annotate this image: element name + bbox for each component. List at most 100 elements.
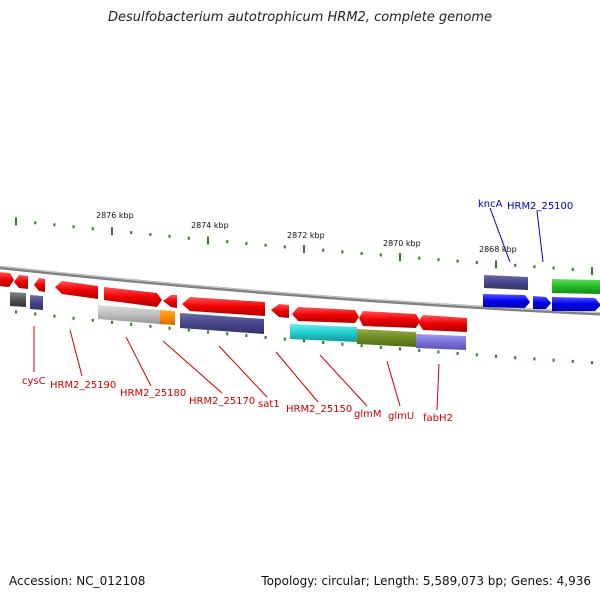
- gene-arrow[interactable]: [552, 297, 600, 311]
- gene-label-sat1: sat1: [258, 399, 280, 410]
- minor-tick: [264, 243, 267, 247]
- minor-tick: [591, 361, 593, 365]
- minor-tick: [379, 345, 382, 349]
- minor-tick: [322, 248, 325, 252]
- gene-arrow[interactable]: [55, 281, 98, 299]
- annotation-blocks: [10, 292, 466, 350]
- minor-tick: [245, 334, 248, 338]
- minor-tick: [571, 359, 574, 363]
- minor-tick: [341, 250, 344, 254]
- minor-tick: [418, 348, 421, 352]
- minor-tick: [379, 253, 382, 257]
- minor-tick: [168, 326, 171, 330]
- gene-arrow[interactable]: [359, 311, 420, 328]
- major-tick: [303, 245, 305, 254]
- gene-label-kncA: kncA: [478, 199, 503, 210]
- minor-tick: [360, 252, 363, 255]
- scale-label-2870: 2870 kbp: [383, 239, 421, 248]
- gene-label-HRM2_25100: HRM2_25100: [507, 201, 573, 212]
- minor-tick: [72, 225, 75, 229]
- minor-tick: [283, 245, 286, 249]
- minor-tick: [207, 330, 209, 334]
- gene-arrow[interactable]: [271, 304, 289, 318]
- minor-tick: [34, 221, 37, 225]
- gene-label-HRM2_25170: HRM2_25170: [189, 396, 255, 407]
- minor-tick: [91, 227, 94, 231]
- gene-arrow[interactable]: [418, 315, 467, 332]
- major-tick: [591, 267, 593, 276]
- minor-tick: [437, 350, 440, 354]
- minor-tick: [360, 344, 363, 348]
- map-title: Desulfobacterium autotrophicum HRM2, com…: [107, 10, 493, 25]
- function-block: [290, 324, 357, 342]
- minor-tick: [514, 356, 517, 360]
- gene-arrow[interactable]: [163, 295, 177, 308]
- minor-tick: [226, 240, 229, 244]
- gene-arrow[interactable]: [552, 279, 600, 294]
- scale-label-2876: 2876 kbp: [96, 211, 134, 220]
- gene-label-HRM2_25150: HRM2_25150: [286, 404, 352, 415]
- gene-arrow[interactable]: [484, 275, 528, 290]
- minor-tick: [245, 242, 248, 245]
- gene-arrow[interactable]: [182, 297, 265, 316]
- function-block: [180, 313, 264, 334]
- major-tick: [15, 217, 17, 226]
- minor-tick: [111, 320, 113, 324]
- minor-tick: [341, 342, 344, 346]
- minor-tick: [15, 310, 17, 314]
- minor-tick: [533, 265, 536, 269]
- accession-text: Accession: NC_012108: [9, 574, 146, 588]
- minor-tick: [322, 341, 325, 344]
- minor-tick: [149, 233, 152, 236]
- minor-tick: [149, 324, 152, 328]
- minor-tick: [495, 354, 497, 358]
- minor-tick: [34, 312, 37, 316]
- minor-tick: [72, 316, 75, 320]
- major-tick: [495, 260, 497, 269]
- major-tick: [207, 236, 209, 245]
- gene-arrow[interactable]: [292, 307, 359, 323]
- minor-tick: [456, 351, 459, 355]
- function-block: [160, 310, 175, 325]
- minor-tick: [303, 339, 305, 343]
- label-leaders: [33, 207, 544, 411]
- scale-label-2868: 2868 kbp: [479, 245, 517, 254]
- function-block: [30, 295, 43, 310]
- gene-label-fabH2: fabH2: [423, 413, 453, 424]
- minor-tick: [456, 259, 459, 263]
- reverse-strand-genes: [0, 272, 600, 332]
- gene-arrow[interactable]: [14, 275, 28, 289]
- scale-label-2874: 2874 kbp: [191, 221, 229, 230]
- function-block: [10, 292, 26, 307]
- minor-tick: [168, 234, 171, 238]
- minor-tick: [53, 314, 56, 318]
- major-tick: [399, 253, 401, 262]
- minor-tick: [187, 236, 190, 240]
- gene-label-HRM2_25180: HRM2_25180: [120, 388, 186, 399]
- minor-tick: [226, 332, 229, 336]
- minor-tick: [399, 347, 401, 351]
- minor-tick: [533, 357, 536, 361]
- minor-tick: [53, 223, 56, 227]
- minor-tick: [571, 267, 574, 271]
- gene-arrow[interactable]: [483, 294, 530, 308]
- function-block: [357, 329, 416, 347]
- function-block: [98, 305, 160, 324]
- inner-scale-ticks: [15, 310, 593, 365]
- major-tick: [111, 227, 113, 236]
- function-block: [416, 334, 466, 350]
- gene-label-HRM2_25190: HRM2_25190: [50, 380, 116, 391]
- minor-tick: [475, 261, 478, 264]
- gene-arrow[interactable]: [34, 278, 45, 292]
- minor-tick: [187, 328, 190, 332]
- gene-arrow[interactable]: [533, 296, 551, 309]
- gene-arrow[interactable]: [104, 287, 162, 307]
- outer-scale-ticks: [15, 217, 593, 276]
- minor-tick: [514, 263, 517, 267]
- gene-label-cysC: cysC: [22, 376, 46, 387]
- gene-arrow[interactable]: [0, 272, 14, 287]
- minor-tick: [552, 266, 555, 270]
- genome-backbone: [0, 265, 600, 316]
- minor-tick: [91, 318, 94, 322]
